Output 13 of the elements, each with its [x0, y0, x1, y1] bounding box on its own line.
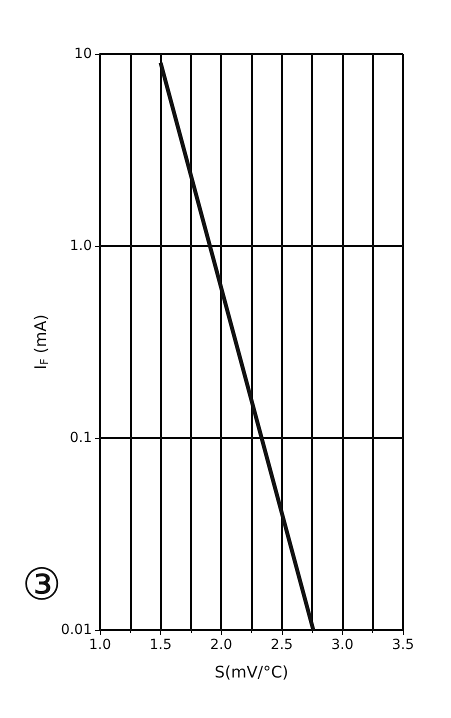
y-tick-label: 10 [74, 46, 92, 62]
x-tick-label: 1.0 [88, 637, 112, 653]
y-tick-label: 0.1 [70, 430, 92, 446]
text: ③ [22, 560, 62, 610]
x-tick-label: 3.5 [392, 637, 414, 653]
x-tick-label: 1.5 [149, 637, 172, 653]
y-tick-label: 0.01 [60, 622, 92, 638]
x-axis-title: S(mV/°C) [214, 662, 288, 682]
x-tick-label: 2.0 [210, 637, 232, 653]
x-tick-label: 2.5 [270, 637, 293, 653]
x-tick-label: 3.0 [331, 637, 354, 653]
y-tick-label: 1.0 [70, 238, 92, 254]
y-axis-title: IF (mA) [30, 314, 51, 370]
